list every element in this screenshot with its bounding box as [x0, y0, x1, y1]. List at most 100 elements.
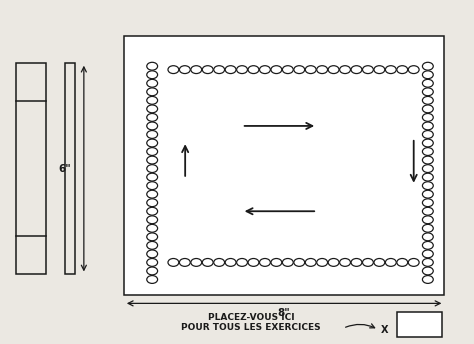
Circle shape [147, 79, 157, 87]
Circle shape [422, 190, 433, 198]
Circle shape [147, 71, 157, 79]
Circle shape [248, 258, 259, 266]
Circle shape [191, 66, 202, 74]
Circle shape [422, 276, 433, 283]
Circle shape [283, 258, 293, 266]
Circle shape [225, 66, 236, 74]
Circle shape [248, 66, 259, 74]
Circle shape [147, 207, 157, 215]
Circle shape [422, 233, 433, 241]
Text: X: X [381, 325, 388, 335]
Circle shape [147, 88, 157, 96]
Circle shape [260, 258, 270, 266]
Bar [397, 312, 442, 337]
Circle shape [225, 258, 236, 266]
Circle shape [328, 66, 339, 74]
Circle shape [305, 258, 316, 266]
Text: POUR TOUS LES EXERCICES: POUR TOUS LES EXERCICES [182, 323, 321, 332]
Circle shape [340, 258, 350, 266]
Circle shape [385, 258, 396, 266]
Circle shape [422, 258, 433, 266]
Circle shape [147, 276, 157, 283]
Circle shape [147, 139, 157, 147]
Circle shape [422, 139, 433, 147]
Circle shape [147, 224, 157, 232]
Circle shape [147, 199, 157, 207]
Circle shape [214, 66, 225, 74]
Circle shape [422, 96, 433, 104]
Circle shape [147, 233, 157, 241]
Circle shape [147, 216, 157, 224]
Circle shape [351, 258, 362, 266]
Text: PLACEZ-VOUS ICI: PLACEZ-VOUS ICI [208, 313, 294, 322]
Circle shape [147, 105, 157, 113]
Circle shape [422, 88, 433, 96]
Circle shape [363, 66, 374, 74]
Circle shape [202, 258, 213, 266]
Circle shape [147, 190, 157, 198]
Circle shape [385, 66, 396, 74]
Circle shape [147, 182, 157, 190]
Circle shape [422, 207, 433, 215]
Circle shape [408, 66, 419, 74]
Circle shape [191, 258, 202, 266]
Circle shape [422, 114, 433, 121]
Circle shape [147, 250, 157, 258]
Circle shape [147, 258, 157, 266]
Circle shape [147, 148, 157, 155]
Circle shape [168, 258, 179, 266]
Circle shape [147, 114, 157, 121]
Circle shape [422, 62, 433, 70]
Circle shape [422, 199, 433, 207]
Circle shape [283, 66, 293, 74]
Circle shape [168, 66, 179, 74]
Circle shape [422, 122, 433, 130]
Circle shape [294, 258, 305, 266]
Circle shape [422, 148, 433, 155]
Circle shape [351, 66, 362, 74]
Circle shape [422, 71, 433, 79]
Circle shape [305, 66, 316, 74]
Circle shape [422, 250, 433, 258]
Circle shape [397, 66, 408, 74]
Circle shape [422, 165, 433, 172]
Circle shape [271, 258, 282, 266]
Circle shape [422, 79, 433, 87]
Circle shape [422, 267, 433, 275]
Circle shape [422, 182, 433, 190]
Circle shape [260, 66, 270, 74]
Circle shape [147, 156, 157, 164]
Circle shape [147, 130, 157, 138]
Circle shape [147, 267, 157, 275]
Circle shape [363, 258, 374, 266]
Circle shape [422, 241, 433, 249]
Circle shape [147, 241, 157, 249]
Circle shape [317, 258, 328, 266]
Circle shape [294, 66, 305, 74]
Circle shape [214, 258, 225, 266]
Circle shape [147, 165, 157, 172]
Circle shape [422, 130, 433, 138]
Circle shape [422, 105, 433, 113]
Bar [124, 35, 444, 295]
Circle shape [147, 62, 157, 70]
Circle shape [374, 66, 385, 74]
Bar [65, 63, 75, 275]
Text: 8": 8" [278, 308, 291, 318]
Circle shape [317, 66, 328, 74]
Circle shape [422, 216, 433, 224]
Circle shape [237, 258, 247, 266]
Circle shape [180, 258, 190, 266]
Circle shape [422, 173, 433, 181]
Text: 6": 6" [59, 164, 72, 174]
Circle shape [271, 66, 282, 74]
Circle shape [202, 66, 213, 74]
Circle shape [397, 258, 408, 266]
Circle shape [422, 156, 433, 164]
Circle shape [422, 224, 433, 232]
Circle shape [237, 66, 247, 74]
Circle shape [147, 96, 157, 104]
Circle shape [328, 258, 339, 266]
Circle shape [180, 66, 190, 74]
Circle shape [147, 122, 157, 130]
